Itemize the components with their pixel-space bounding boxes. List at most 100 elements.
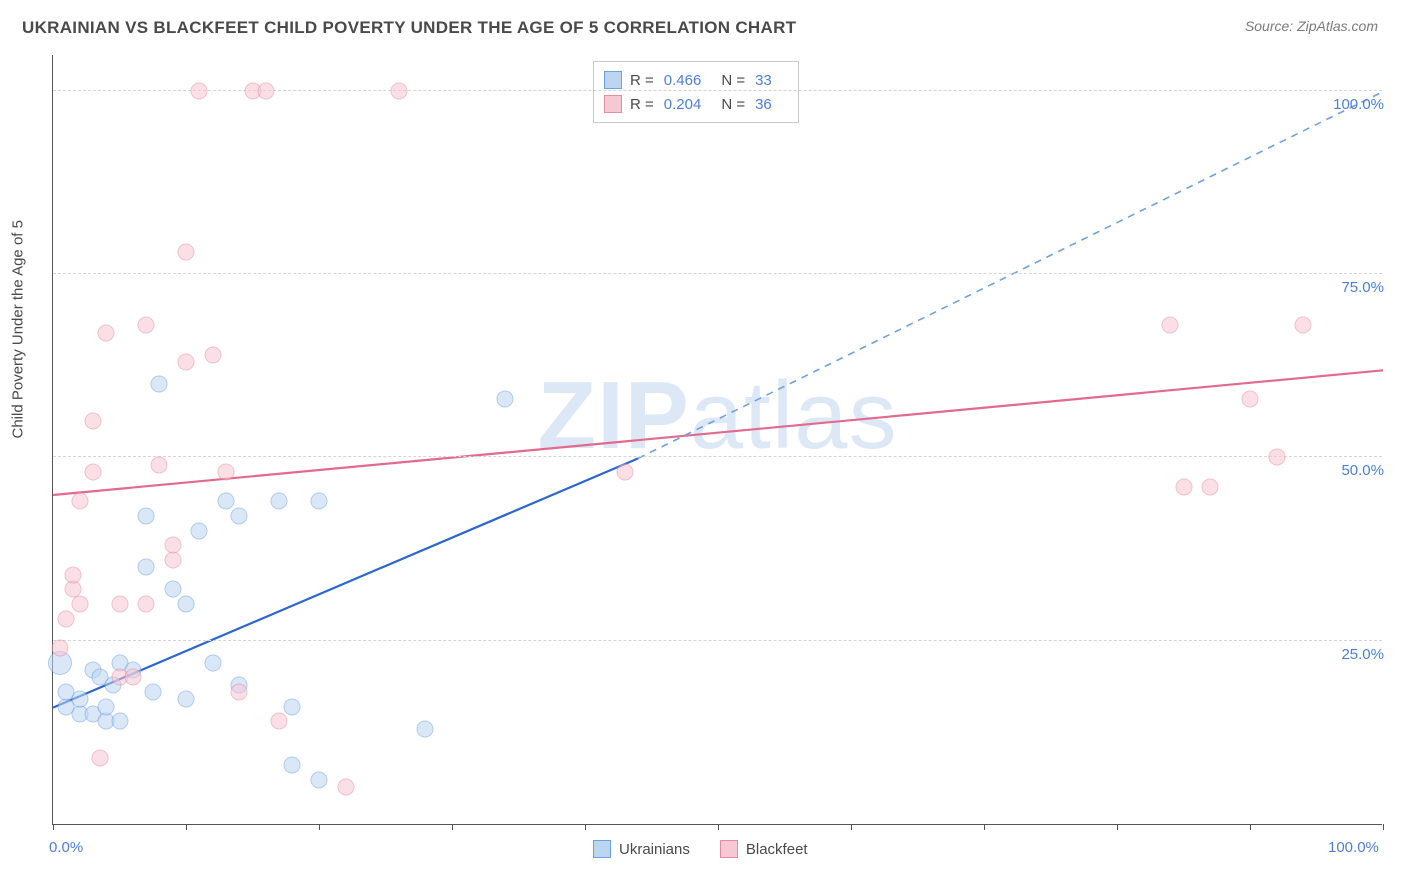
y-axis-label: 50.0% [1341, 462, 1384, 479]
legend-n-label: N = [721, 72, 745, 89]
data-point [111, 713, 128, 730]
data-point [138, 596, 155, 613]
data-point [337, 779, 354, 796]
data-point [311, 772, 328, 789]
data-point [271, 493, 288, 510]
data-point [178, 691, 195, 708]
data-point [58, 610, 75, 627]
legend-swatch [604, 71, 622, 89]
data-point [178, 596, 195, 613]
data-point [311, 493, 328, 510]
trend-line [53, 370, 1383, 495]
data-point [284, 698, 301, 715]
data-point [231, 684, 248, 701]
x-tick [1250, 824, 1251, 830]
data-point [271, 713, 288, 730]
x-tick [1383, 824, 1384, 830]
data-point [1162, 317, 1179, 334]
data-point [138, 508, 155, 525]
legend-n-value: 33 [755, 72, 772, 89]
data-point [284, 757, 301, 774]
legend-swatch [593, 840, 611, 858]
x-axis-label: 0.0% [49, 839, 83, 856]
data-point [257, 82, 274, 99]
legend-stat-row: R = 0.466 N = 33 [604, 68, 784, 92]
data-point [417, 720, 434, 737]
x-tick [718, 824, 719, 830]
chart-title: UKRAINIAN VS BLACKFEET CHILD POVERTY UND… [22, 18, 796, 38]
data-point [111, 596, 128, 613]
x-tick [186, 824, 187, 830]
data-point [151, 456, 168, 473]
data-point [1242, 390, 1259, 407]
legend-r-value: 0.204 [664, 96, 702, 113]
x-tick [53, 824, 54, 830]
data-point [51, 640, 68, 657]
x-tick [452, 824, 453, 830]
data-point [217, 493, 234, 510]
data-point [191, 82, 208, 99]
legend-n-value: 36 [755, 96, 772, 113]
y-axis-label: 75.0% [1341, 279, 1384, 296]
grid-line [53, 273, 1382, 274]
data-point [1268, 449, 1285, 466]
legend-stat-row: R = 0.204 N = 36 [604, 92, 784, 116]
legend-r-value: 0.466 [664, 72, 702, 89]
legend-series-name: Blackfeet [746, 841, 808, 858]
data-point [191, 522, 208, 539]
data-point [138, 559, 155, 576]
trend-lines-layer [53, 55, 1382, 824]
legend-r-label: R = [630, 96, 654, 113]
legend-swatch [604, 95, 622, 113]
data-point [1295, 317, 1312, 334]
chart-plot-area: ZIPatlas R =0.466N =33R =0.204N =36 Ukra… [52, 55, 1382, 825]
chart-source: Source: ZipAtlas.com [1245, 18, 1378, 34]
data-point [138, 317, 155, 334]
data-point [217, 464, 234, 481]
data-point [178, 244, 195, 261]
data-point [144, 684, 161, 701]
y-axis-label: Child Poverty Under the Age of 5 [10, 220, 27, 438]
legend-r-label: R = [630, 72, 654, 89]
data-point [124, 669, 141, 686]
data-point [91, 750, 108, 767]
x-tick [585, 824, 586, 830]
legend-n-label: N = [721, 96, 745, 113]
data-point [204, 654, 221, 671]
x-axis-label: 100.0% [1328, 839, 1379, 856]
data-point [71, 691, 88, 708]
data-point [1202, 478, 1219, 495]
legend-item: Blackfeet [720, 840, 808, 858]
x-tick [1117, 824, 1118, 830]
x-tick [984, 824, 985, 830]
legend-stats: R = 0.466 N = 33 R = 0.204 N = 36 [593, 61, 799, 123]
y-axis-label: 25.0% [1341, 646, 1384, 663]
data-point [84, 412, 101, 429]
data-point [178, 354, 195, 371]
data-point [151, 376, 168, 393]
data-point [164, 552, 181, 569]
data-point [64, 566, 81, 583]
data-point [497, 390, 514, 407]
data-point [71, 493, 88, 510]
legend-swatch [720, 840, 738, 858]
legend-item: Ukrainians [593, 840, 690, 858]
data-point [71, 596, 88, 613]
legend-series: Ukrainians Blackfeet [593, 840, 808, 858]
x-tick [851, 824, 852, 830]
legend-series-name: Ukrainians [619, 841, 690, 858]
x-tick [319, 824, 320, 830]
data-point [164, 537, 181, 554]
data-point [231, 508, 248, 525]
data-point [84, 464, 101, 481]
data-point [1175, 478, 1192, 495]
y-axis-label: 100.0% [1333, 96, 1384, 113]
data-point [98, 698, 115, 715]
data-point [390, 82, 407, 99]
grid-line [53, 456, 1382, 457]
data-point [204, 346, 221, 363]
data-point [164, 581, 181, 598]
data-point [98, 324, 115, 341]
data-point [616, 464, 633, 481]
trend-line [638, 92, 1383, 459]
